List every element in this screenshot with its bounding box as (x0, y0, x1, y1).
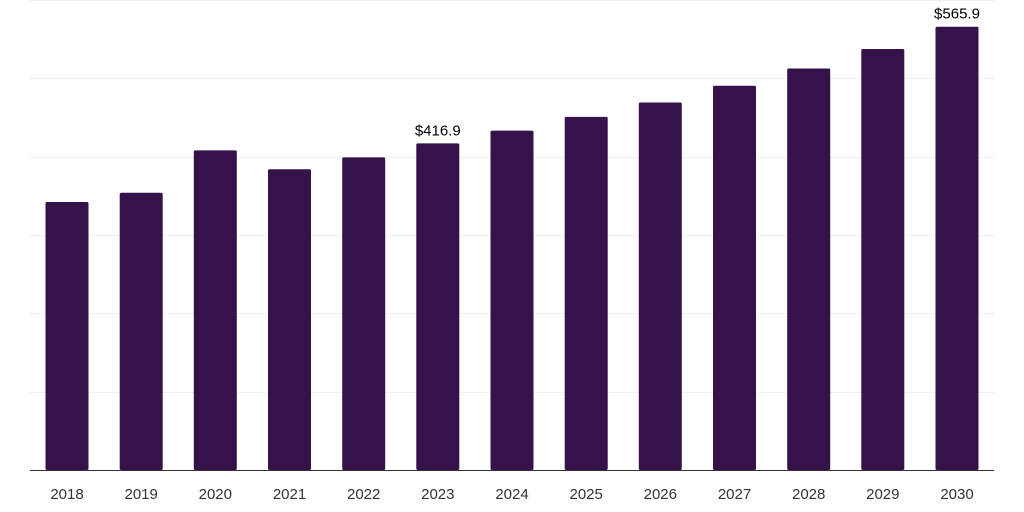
bar-2025 (564, 116, 608, 471)
x-tick-label-2023: 2023 (421, 486, 454, 503)
x-tick-label-2029: 2029 (866, 486, 899, 503)
bar-2030 (935, 26, 979, 470)
data-label-2030: $565.9 (934, 6, 980, 23)
bars (45, 26, 979, 471)
x-tick-label-2019: 2019 (125, 486, 158, 503)
bar-2029 (861, 49, 905, 470)
data-label-2023: $416.9 (415, 122, 461, 139)
x-tick-label-2022: 2022 (347, 486, 380, 503)
x-axis-tick-labels: 2018 2019 2020 2021 2022 2023 2024 2025 2026 2027… (50, 486, 973, 503)
x-tick-label-2026: 2026 (644, 486, 677, 503)
x-tick-label-2020: 2020 (199, 486, 232, 503)
x-tick-label-2024: 2024 (495, 486, 528, 503)
x-tick-label-2030: 2030 (940, 486, 973, 503)
x-tick-label-2027: 2027 (718, 486, 751, 503)
bar-2018 (45, 202, 89, 470)
x-tick-label-2028: 2028 (792, 486, 825, 503)
bar-2020 (193, 150, 237, 470)
x-tick-label-2025: 2025 (570, 486, 603, 503)
data-labels: $416.9 $565.9 (415, 6, 980, 140)
bar-2021 (268, 169, 311, 470)
bar-2026 (638, 102, 682, 470)
bar-2019 (119, 192, 163, 471)
bar-2024 (490, 130, 534, 470)
bar-2027 (713, 85, 756, 471)
bar-2022 (342, 157, 386, 470)
bar-2028 (787, 68, 831, 470)
x-tick-label-2018: 2018 (50, 486, 83, 503)
x-tick-label-2021: 2021 (273, 486, 306, 503)
bar-2023 (416, 143, 460, 470)
